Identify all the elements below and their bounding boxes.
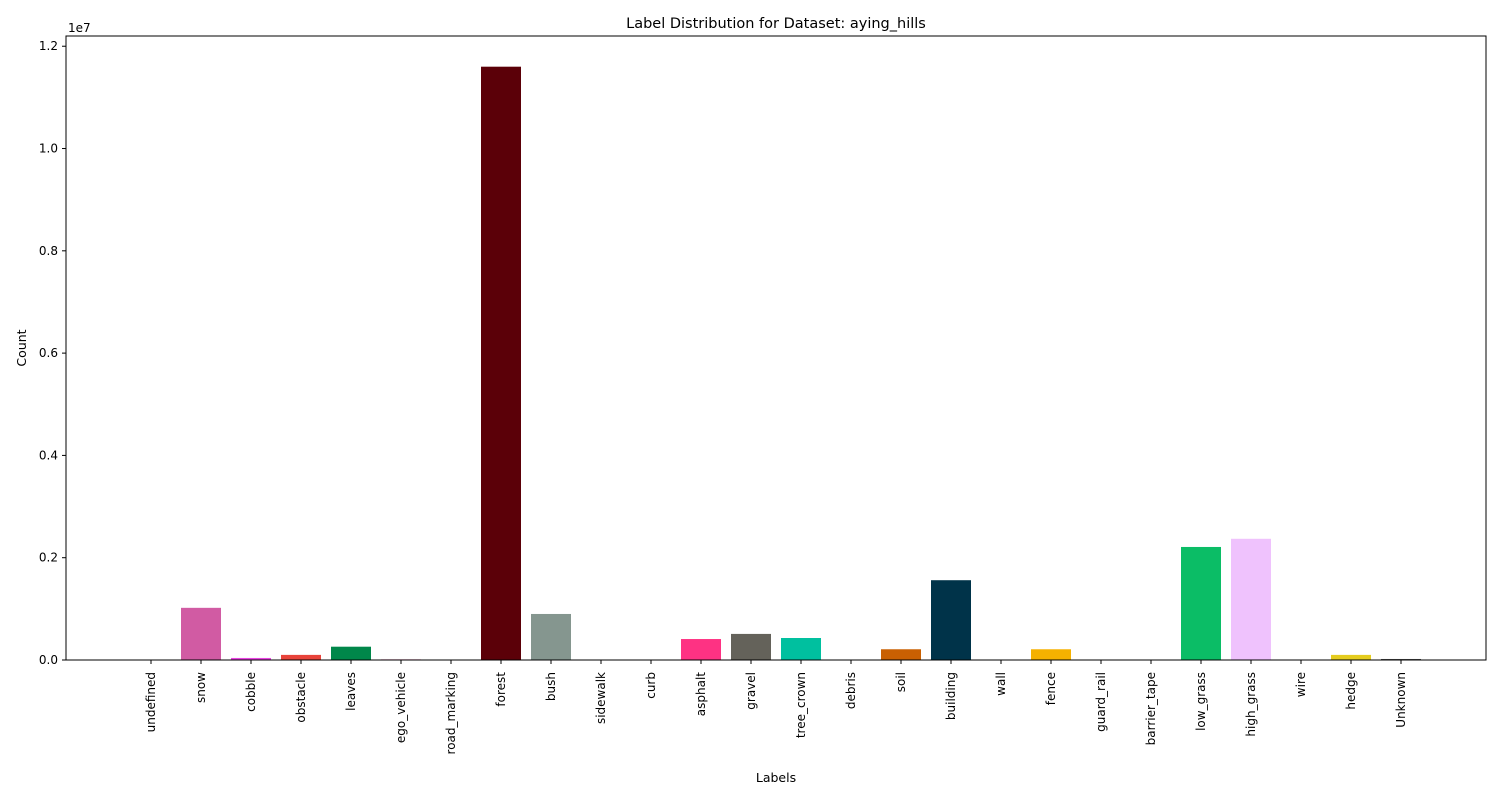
bar-cobble xyxy=(231,657,271,660)
x-tick-label: cobble xyxy=(244,672,258,712)
x-tick-label: sidewalk xyxy=(594,672,608,724)
bar-soil xyxy=(881,649,921,660)
x-tick-label: asphalt xyxy=(694,672,708,717)
x-tick-label: forest xyxy=(494,672,508,707)
bar-high_grass xyxy=(1231,538,1271,660)
y-axis-offset-label: 1e7 xyxy=(68,21,91,35)
x-tick-label: soil xyxy=(894,672,908,692)
y-tick-label: 0.4 xyxy=(39,448,58,462)
x-axis-ticks: undefined snow cobble obstacle leaves ego_veh… xyxy=(144,660,1408,754)
x-tick-label: Unknown xyxy=(1394,672,1408,728)
y-axis-label: Count xyxy=(14,329,29,366)
x-tick-label: wire xyxy=(1294,672,1308,697)
y-tick-label: 1.0 xyxy=(39,142,58,156)
bar-hedge xyxy=(1331,654,1371,660)
x-tick-label: ego_vehicle xyxy=(394,672,408,743)
bars-group xyxy=(181,66,1421,660)
x-tick-label: snow xyxy=(194,672,208,703)
x-tick-label: wall xyxy=(994,672,1008,696)
x-tick-label: high_grass xyxy=(1244,672,1258,737)
x-tick-label: low_grass xyxy=(1194,672,1208,731)
bar-gravel xyxy=(731,633,771,660)
y-tick-label: 0.0 xyxy=(39,653,58,667)
x-axis-label: Labels xyxy=(756,770,796,785)
bar-tree_crown xyxy=(781,638,821,660)
bar-low_grass xyxy=(1181,546,1221,660)
x-tick-label: barrier_tape xyxy=(1144,672,1158,745)
y-tick-label: 0.8 xyxy=(39,244,58,258)
y-tick-label: 1.2 xyxy=(39,39,58,53)
plot-area-frame xyxy=(65,35,1487,661)
x-tick-label: bush xyxy=(544,672,558,701)
x-tick-label: leaves xyxy=(344,672,358,711)
bar-bush xyxy=(531,613,571,660)
y-tick-label: 0.2 xyxy=(39,551,58,565)
x-tick-label: undefined xyxy=(144,672,158,732)
x-tick-label: building xyxy=(944,672,958,720)
x-tick-label: fence xyxy=(1044,672,1058,705)
bar-fence xyxy=(1031,649,1071,660)
bar-forest xyxy=(481,66,521,660)
x-tick-label: tree_crown xyxy=(794,672,808,738)
bar-building xyxy=(931,580,971,660)
x-tick-label: debris xyxy=(844,672,858,709)
x-tick-label: guard_rail xyxy=(1094,672,1108,732)
x-tick-label: road_marking xyxy=(444,672,458,754)
chart-title: Label Distribution for Dataset: aying_hi… xyxy=(626,16,926,32)
bar-Unknown xyxy=(1381,658,1421,660)
x-tick-label: curb xyxy=(644,672,658,699)
y-tick-label: 0.6 xyxy=(39,346,58,360)
x-tick-label: hedge xyxy=(1344,672,1358,710)
bar-snow xyxy=(181,607,221,660)
bar-leaves xyxy=(331,646,371,660)
x-tick-label: gravel xyxy=(744,672,758,710)
bar-asphalt xyxy=(681,639,721,660)
y-axis-ticks: 0.0 0.2 0.4 0.6 0.8 1.0 1.2 xyxy=(39,39,66,667)
bar-obstacle xyxy=(281,654,321,660)
x-tick-label: obstacle xyxy=(294,672,308,723)
bar-ego_vehicle xyxy=(381,658,421,660)
